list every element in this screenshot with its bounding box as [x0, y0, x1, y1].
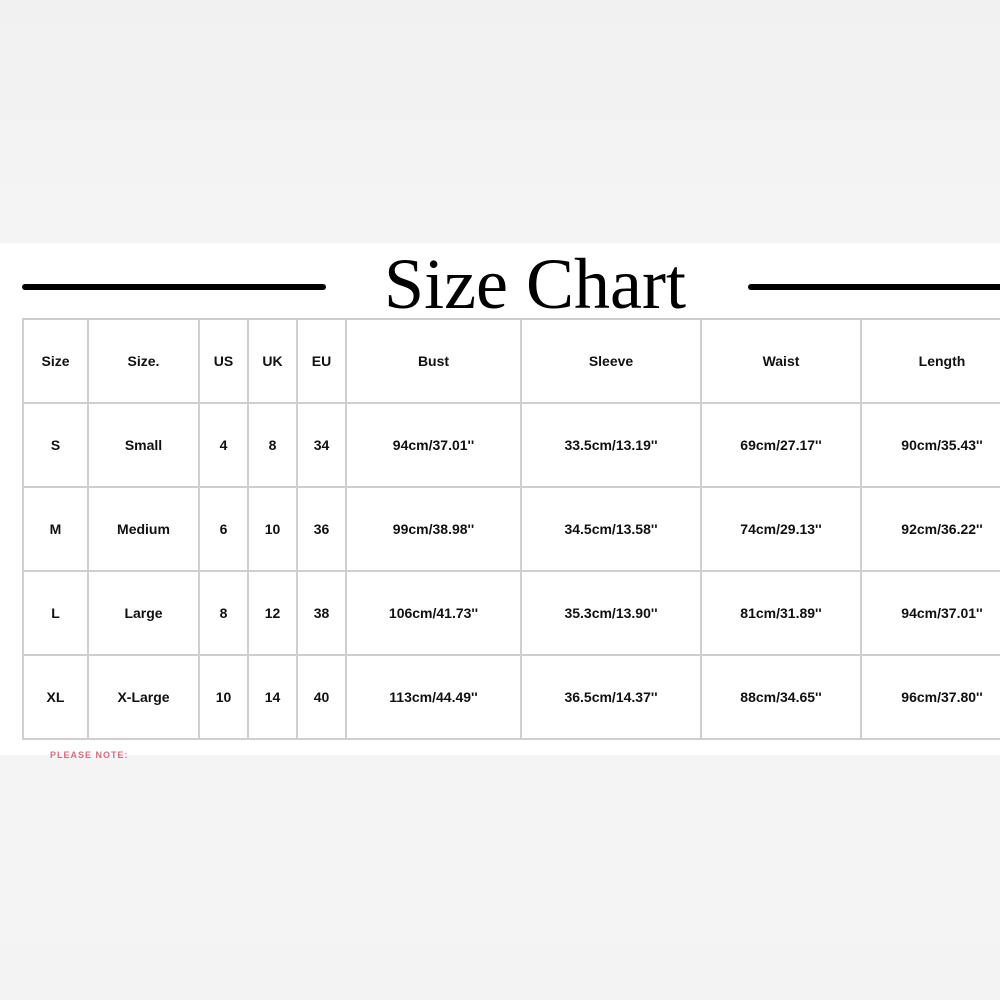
column-header: Waist: [700, 318, 862, 404]
size-table: Size Size. US UK EU Bust Sleeve Waist Length S Sm…: [22, 318, 1000, 740]
table-cell: 106cm/41.73'': [345, 570, 522, 656]
column-header: Bust: [345, 318, 522, 404]
table-cell: 99cm/38.98'': [345, 486, 522, 572]
table-cell: 6: [198, 486, 249, 572]
right-title-rule: [748, 284, 1000, 290]
column-header: Size: [22, 318, 89, 404]
table-cell: X-Large: [87, 654, 200, 740]
table-cell: 34.5cm/13.58'': [520, 486, 702, 572]
table-cell: 8: [198, 570, 249, 656]
table-row: M Medium 6 10 36 99cm/38.98'' 34.5cm/13.58'' 74…: [22, 486, 1000, 572]
column-header: US: [198, 318, 249, 404]
table-cell: 8: [247, 402, 298, 488]
table-cell: 36.5cm/14.37'': [520, 654, 702, 740]
table-cell: 34: [296, 402, 347, 488]
page-title: Size Chart: [384, 244, 686, 324]
table-cell: 36: [296, 486, 347, 572]
table-cell: Small: [87, 402, 200, 488]
table-row: L Large 8 12 38 106cm/41.73'' 35.3cm/13.90'' 81…: [22, 570, 1000, 656]
note-text: PLEASE NOTE:: [50, 750, 129, 760]
table-cell: 96cm/37.80'': [860, 654, 1000, 740]
table-cell: 14: [247, 654, 298, 740]
table-cell: 90cm/35.43'': [860, 402, 1000, 488]
left-title-rule: [22, 284, 326, 290]
column-header: Size.: [87, 318, 200, 404]
table-cell: 38: [296, 570, 347, 656]
table-row: S Small 4 8 34 94cm/37.01'' 33.5cm/13.19'' 69cm…: [22, 402, 1000, 488]
column-header: UK: [247, 318, 298, 404]
table-cell: 10: [198, 654, 249, 740]
table-cell: Large: [87, 570, 200, 656]
table-cell: M: [22, 486, 89, 572]
table-cell: XL: [22, 654, 89, 740]
table-cell: Medium: [87, 486, 200, 572]
table-cell: 40: [296, 654, 347, 740]
table-cell: 35.3cm/13.90'': [520, 570, 702, 656]
table-cell: 69cm/27.17'': [700, 402, 862, 488]
table-cell: 81cm/31.89'': [700, 570, 862, 656]
table-cell: 88cm/34.65'': [700, 654, 862, 740]
table-header-row: Size Size. US UK EU Bust Sleeve Waist Length: [22, 318, 1000, 404]
table-cell: 10: [247, 486, 298, 572]
table-cell: 94cm/37.01'': [345, 402, 522, 488]
table-cell: 94cm/37.01'': [860, 570, 1000, 656]
table-cell: 74cm/29.13'': [700, 486, 862, 572]
table-cell: 12: [247, 570, 298, 656]
table-cell: L: [22, 570, 89, 656]
table-row: XL X-Large 10 14 40 113cm/44.49'' 36.5cm/14.37…: [22, 654, 1000, 740]
table-cell: 33.5cm/13.19'': [520, 402, 702, 488]
column-header: Sleeve: [520, 318, 702, 404]
column-header: EU: [296, 318, 347, 404]
table-cell: S: [22, 402, 89, 488]
table-cell: 4: [198, 402, 249, 488]
table-cell: 92cm/36.22'': [860, 486, 1000, 572]
table-cell: 113cm/44.49'': [345, 654, 522, 740]
column-header: Length: [860, 318, 1000, 404]
